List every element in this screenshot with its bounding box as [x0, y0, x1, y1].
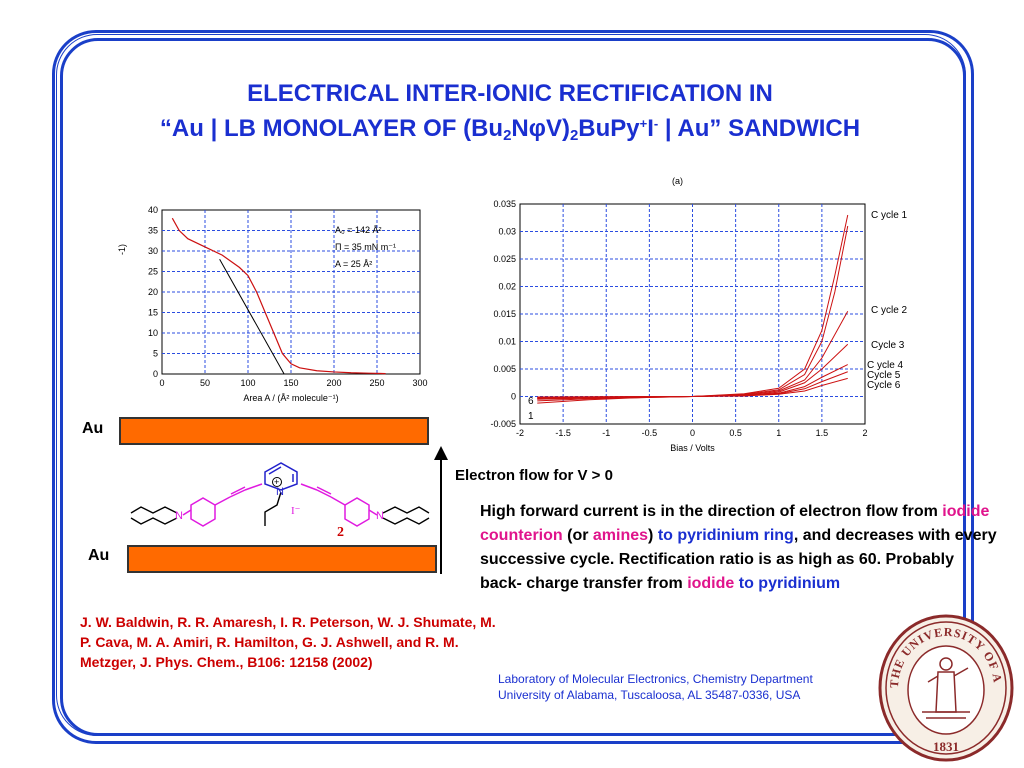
slide-frame-outer	[52, 30, 974, 744]
y-tick-label: 25	[148, 267, 158, 277]
description-text: High forward current is in the direction…	[480, 503, 997, 592]
slide-frame-inner	[60, 38, 966, 736]
y-tick-label: 0.02	[498, 282, 516, 292]
curve-label: Cycle 5	[867, 370, 901, 381]
chart-panel-label: (a)	[672, 176, 683, 186]
x-tick-label: 300	[412, 378, 427, 388]
y-tick-label: 30	[148, 246, 158, 256]
electron-flow-arrow	[434, 446, 448, 574]
y-tick-label: 0.025	[493, 254, 516, 264]
curve-label: C ycle 4	[867, 360, 904, 371]
x-tick-label: 100	[240, 378, 255, 388]
amine-n-left: N	[175, 510, 183, 522]
curve-label: 1	[528, 411, 534, 422]
x-tick-label: 0.5	[729, 428, 742, 438]
x-tick-label: -1	[602, 428, 610, 438]
au-top-label: Au	[82, 420, 104, 437]
x-tick-label: -1.5	[555, 428, 571, 438]
series-line-2	[219, 258, 285, 375]
au-top-electrode	[119, 417, 429, 445]
y-tick-label: 0	[511, 392, 516, 402]
university-seal: THE UNIVERSITY OF ALABAMA 1831	[870, 601, 1014, 762]
isotherm-annotation: Π = 35 mN m⁻¹	[335, 242, 396, 252]
isotherm-ylabel-fragment: -1)	[117, 244, 127, 255]
y-tick-label: 20	[148, 287, 158, 297]
curve-label: C ycle 1	[871, 210, 908, 221]
y-tick-label: 35	[148, 226, 158, 236]
benzene-ring-right	[344, 497, 370, 527]
y-tick-label: 0.01	[498, 337, 516, 347]
title-line-1: ELECTRICAL INTER-IONIC RECTIFICATION IN	[247, 80, 773, 107]
n-butyl-chain	[264, 491, 282, 526]
x-tick-label: 0	[159, 378, 164, 388]
x-tick-label: -2	[516, 428, 524, 438]
molecule-backbone	[182, 483, 378, 527]
y-tick-label: 0.035	[493, 199, 516, 209]
curve-label: Cycle 6	[867, 380, 901, 391]
x-tick-label: 1.5	[816, 428, 829, 438]
y-tick-label: 0	[153, 369, 158, 379]
isotherm-annotation: A = 25 Å²	[335, 259, 372, 269]
lab-line-1: Laboratory of Molecular Electronics, Che…	[498, 672, 813, 686]
seal-figure-icon	[922, 657, 970, 719]
x-tick-label: 50	[200, 378, 210, 388]
title-line-2: “Au | LB MONOLAYER OF (Bu2NφV)2BuPy+I- |…	[159, 115, 861, 144]
x-tick-label: 200	[326, 378, 341, 388]
y-tick-label: 15	[148, 308, 158, 318]
x-tick-label: 150	[283, 378, 298, 388]
seal-year: 1831	[933, 739, 959, 754]
y-tick-label: 5	[153, 349, 158, 359]
x-tick-label: 250	[369, 378, 384, 388]
series-line-1	[171, 217, 386, 375]
y-tick-label: 10	[148, 328, 158, 338]
curve-label: C ycle 2	[871, 305, 908, 316]
y-tick-label: 0.03	[498, 227, 516, 237]
series-line-2	[537, 225, 849, 404]
series-line-1	[537, 214, 849, 402]
butyl-chains-left	[130, 506, 178, 525]
x-tick-label: 0	[690, 428, 695, 438]
au-bottom-electrode	[127, 545, 437, 573]
x-tick-label: -0.5	[642, 428, 658, 438]
x-tick-label: 1	[776, 428, 781, 438]
reference-citation: J. W. Baldwin, R. R. Amaresh, I. R. Pete…	[80, 614, 496, 670]
lab-line-2: University of Alabama, Tuscaloosa, AL 35…	[498, 688, 801, 702]
y-tick-label: -0.005	[490, 419, 516, 429]
molecule-structure: N N N + I⁻ 2	[130, 462, 430, 540]
pyridinium-n: N	[276, 486, 284, 498]
plus-charge: +	[274, 477, 279, 487]
curve-label: Cycle 3	[871, 340, 905, 351]
curve-label: 6	[528, 396, 534, 407]
isotherm-chart: 0 50 100 150 200 250 300 0 5 10 15 20 25 30 35 40 Area A…	[117, 205, 428, 403]
pyridinium-ring	[264, 462, 298, 491]
x-axis-label: Area A / (Å² molecule⁻¹)	[243, 393, 338, 403]
iv-chart: -2 -1.5 -1 -0.5 0 0.5 1 1.5 2 -0.005 0 0.005 0.01 0.0…	[490, 176, 908, 453]
benzene-ring-left	[190, 497, 216, 527]
charge-circle	[272, 477, 282, 487]
x-axis-label: Bias / Volts	[670, 443, 715, 453]
y-tick-label: 40	[148, 205, 158, 215]
electron-flow-label: Electron flow for V > 0	[455, 467, 613, 484]
lab-affiliation: Laboratory of Molecular Electronics, Che…	[498, 671, 813, 703]
au-bottom-label: Au	[88, 547, 110, 564]
amine-n-right: N	[376, 510, 384, 522]
butyl-chains-right	[382, 506, 430, 525]
series-line-7	[537, 377, 848, 398]
isotherm-annotation: A₀ = 142 Å²	[335, 225, 382, 235]
x-tick-label: 2	[862, 428, 867, 438]
y-tick-label: 0.015	[493, 309, 516, 319]
y-tick-label: 0.005	[493, 364, 516, 374]
iodide-counterion: I⁻	[291, 505, 301, 517]
compound-number: 2	[337, 525, 344, 540]
